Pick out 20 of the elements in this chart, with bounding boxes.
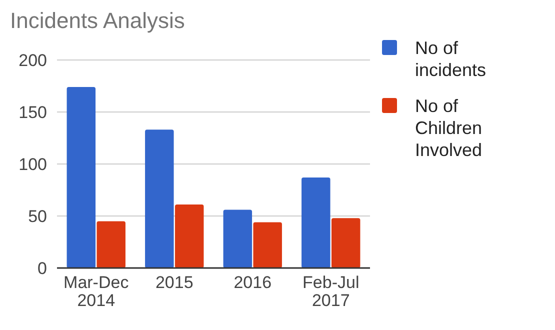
- y-tick-label: 100: [18, 154, 47, 174]
- bar: [223, 210, 252, 268]
- y-tick-label: 50: [28, 206, 47, 226]
- y-tick-label: 150: [18, 102, 47, 122]
- bar: [253, 222, 282, 268]
- x-tick-label: 2015: [155, 273, 194, 292]
- bar: [302, 178, 330, 268]
- x-tick-label: Mar-Dec 2014: [64, 273, 130, 310]
- x-tick-label: 2016: [234, 273, 272, 292]
- legend-label: No of incidents: [415, 38, 486, 80]
- bar: [96, 221, 126, 268]
- chart-title: Incidents Analysis: [10, 8, 185, 33]
- bar: [174, 204, 204, 268]
- bar: [66, 87, 96, 268]
- bar: [145, 130, 174, 268]
- bar: [331, 218, 360, 268]
- x-tick-label: Feb-Jul 2017: [302, 273, 360, 310]
- y-tick-label: 200: [18, 50, 47, 70]
- legend-label: No of Children Involved: [415, 96, 482, 160]
- y-tick-label: 0: [38, 258, 47, 278]
